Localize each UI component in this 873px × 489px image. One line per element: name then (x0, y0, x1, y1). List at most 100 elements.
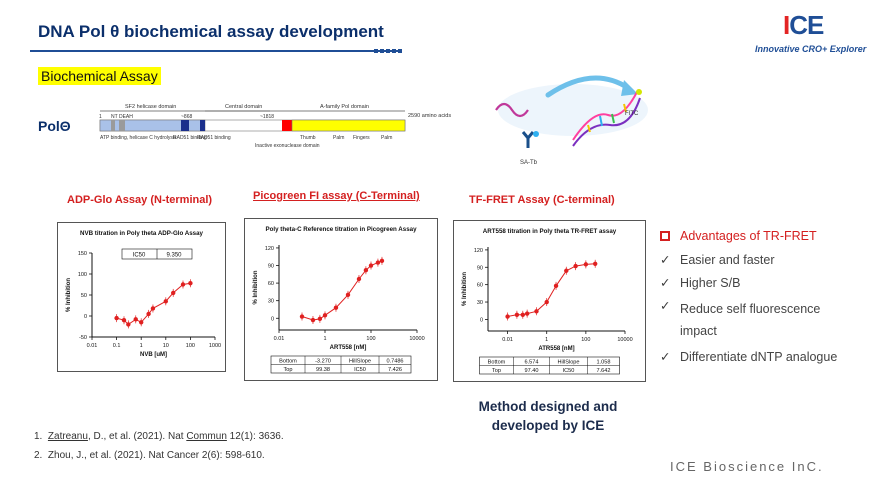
data-point (299, 314, 305, 319)
energy-arrow (545, 75, 631, 98)
arrow-head (621, 80, 638, 96)
fit-table-cell: Top (283, 367, 292, 373)
fit-table-cell: 7.642 (597, 368, 611, 374)
advantage-item: ✓ Reduce self fluorescence impact (660, 299, 821, 338)
data-point (114, 315, 119, 321)
label-fingers: Fingers (353, 135, 370, 141)
fit-table-cell: 1.058 (597, 360, 611, 366)
fit-table-cell: Bottom (488, 360, 506, 366)
protein-label: PolΘ (38, 118, 71, 134)
logo-tagline: Innovative CRO+ Explorer (755, 44, 867, 54)
data-point (356, 276, 362, 282)
advantages-heading: Advantages of TR-FRET (660, 228, 860, 245)
logo-mark: ICE (783, 10, 824, 40)
chart-box-adpglo: NVB titration in Poly theta ADP-Glo Assa… (57, 222, 226, 372)
subdomain-label: NT DEAH (111, 114, 133, 120)
label-exo: Inactive exonuclease domain (255, 143, 320, 149)
satb-label: SA-Tb (520, 160, 538, 166)
data-point (163, 299, 168, 304)
label-palm-1: Palm (333, 135, 344, 141)
rung-2 (599, 115, 603, 127)
reference-item: 1. Zatreanu, D., et al. (2021). Nat Comm… (34, 431, 284, 442)
chart-box-picogreen: Poly theta-C Reference titration in Pico… (244, 218, 438, 381)
data-point (583, 262, 589, 267)
fit-table-cell: 97.40 (525, 368, 539, 374)
glow (498, 84, 648, 136)
rung-4 (623, 103, 627, 113)
y-tick-label: 60 (268, 281, 274, 287)
antibody (521, 131, 535, 148)
segment-exo (282, 120, 292, 131)
data-point (514, 312, 520, 317)
label-rad51-2: RAD51 binding (197, 135, 231, 141)
data-point (524, 311, 530, 316)
fit-table-cell: Top (492, 368, 501, 374)
references: 1. Zatreanu, D., et al. (2021). Nat Comm… (34, 431, 284, 469)
y-tick-label: 30 (477, 300, 483, 306)
segment-pol (291, 119, 406, 132)
data-point (505, 314, 510, 319)
x-tick-label: 100 (581, 337, 590, 343)
fitc-dot (636, 89, 642, 95)
data-point (553, 283, 559, 289)
title-underline (30, 49, 402, 53)
domain-map: SF2 helicase domain Central domain A-fam… (99, 104, 451, 149)
fit-table-cell: IC50 (563, 368, 575, 374)
data-point (333, 305, 339, 310)
data-point (188, 281, 193, 286)
page-title: DNA Pol θ biochemical assay development (38, 22, 384, 41)
y-tick-label: 90 (268, 264, 274, 270)
data-point (375, 260, 381, 265)
data-point (345, 292, 351, 298)
segment-gray-2 (119, 120, 125, 131)
x-tick-label: 1 (545, 337, 548, 343)
fit-table-cell: -3.270 (315, 359, 331, 365)
data-point (171, 290, 176, 296)
chart-picogreen: Poly theta-C Reference titration in Pico… (253, 226, 425, 374)
y-tick-label: 150 (78, 251, 87, 257)
x-tick-label: 10000 (409, 336, 424, 342)
data-point (363, 268, 369, 273)
data-point (534, 309, 539, 314)
x-tick-label: 100 (186, 343, 195, 349)
y-tick-label: 60 (477, 283, 483, 289)
assay-title-picogreen: Picogreen FI assay (C-Terminal) (253, 190, 420, 202)
checkmark-icon: ✓ (660, 299, 671, 313)
data-point (317, 316, 323, 322)
y-tick-label: 50 (81, 293, 87, 299)
x-tick-label: 0.1 (113, 343, 121, 349)
x-tick-label: 0.01 (274, 336, 285, 342)
chart-box-trfret: ART558 titration in Poly theta TR-FRET a… (453, 220, 646, 382)
fit-curve (301, 260, 383, 321)
label-atp-binding: ATP binding, helicase C hydrolysis (100, 135, 177, 141)
y-tick-label: 90 (477, 265, 483, 271)
y-tick-label: 120 (474, 248, 483, 254)
x-tick-label: 0.01 (502, 337, 513, 343)
advantage-item: ✓ Easier and faster (660, 253, 775, 267)
x-axis-label: ART558 [nM] (330, 345, 367, 351)
fit-curve (507, 263, 596, 317)
rung-3 (611, 113, 615, 124)
label-palm-2: Palm (381, 135, 392, 141)
segment-gray-1 (111, 120, 115, 131)
y-tick-label: -50 (79, 335, 87, 341)
data-point (150, 306, 156, 311)
fitc-label: FITC (625, 111, 639, 117)
y-axis-label: % Inhibition (66, 278, 72, 312)
fit-table-cell: 6.574 (525, 360, 539, 366)
x-tick-label: 100 (366, 336, 375, 342)
domain-label-helicase: SF2 helicase domain (125, 104, 176, 110)
y-tick-label: 120 (265, 246, 274, 252)
data-point (573, 263, 578, 269)
segment-dark-1 (181, 120, 189, 131)
pos-start: 1 (99, 114, 102, 120)
ice-logo: ICE Innovative CRO+ Explorer (755, 10, 867, 60)
data-point (126, 322, 131, 327)
square-bullet-icon (660, 228, 680, 245)
data-point (146, 311, 151, 317)
x-axis-label: NVB [uM] (140, 352, 167, 358)
fit-table-cell: HillSlope (557, 360, 579, 366)
data-point (564, 268, 569, 273)
y-tick-label: 0 (84, 314, 87, 320)
x-tick-label: 0.01 (87, 343, 98, 349)
